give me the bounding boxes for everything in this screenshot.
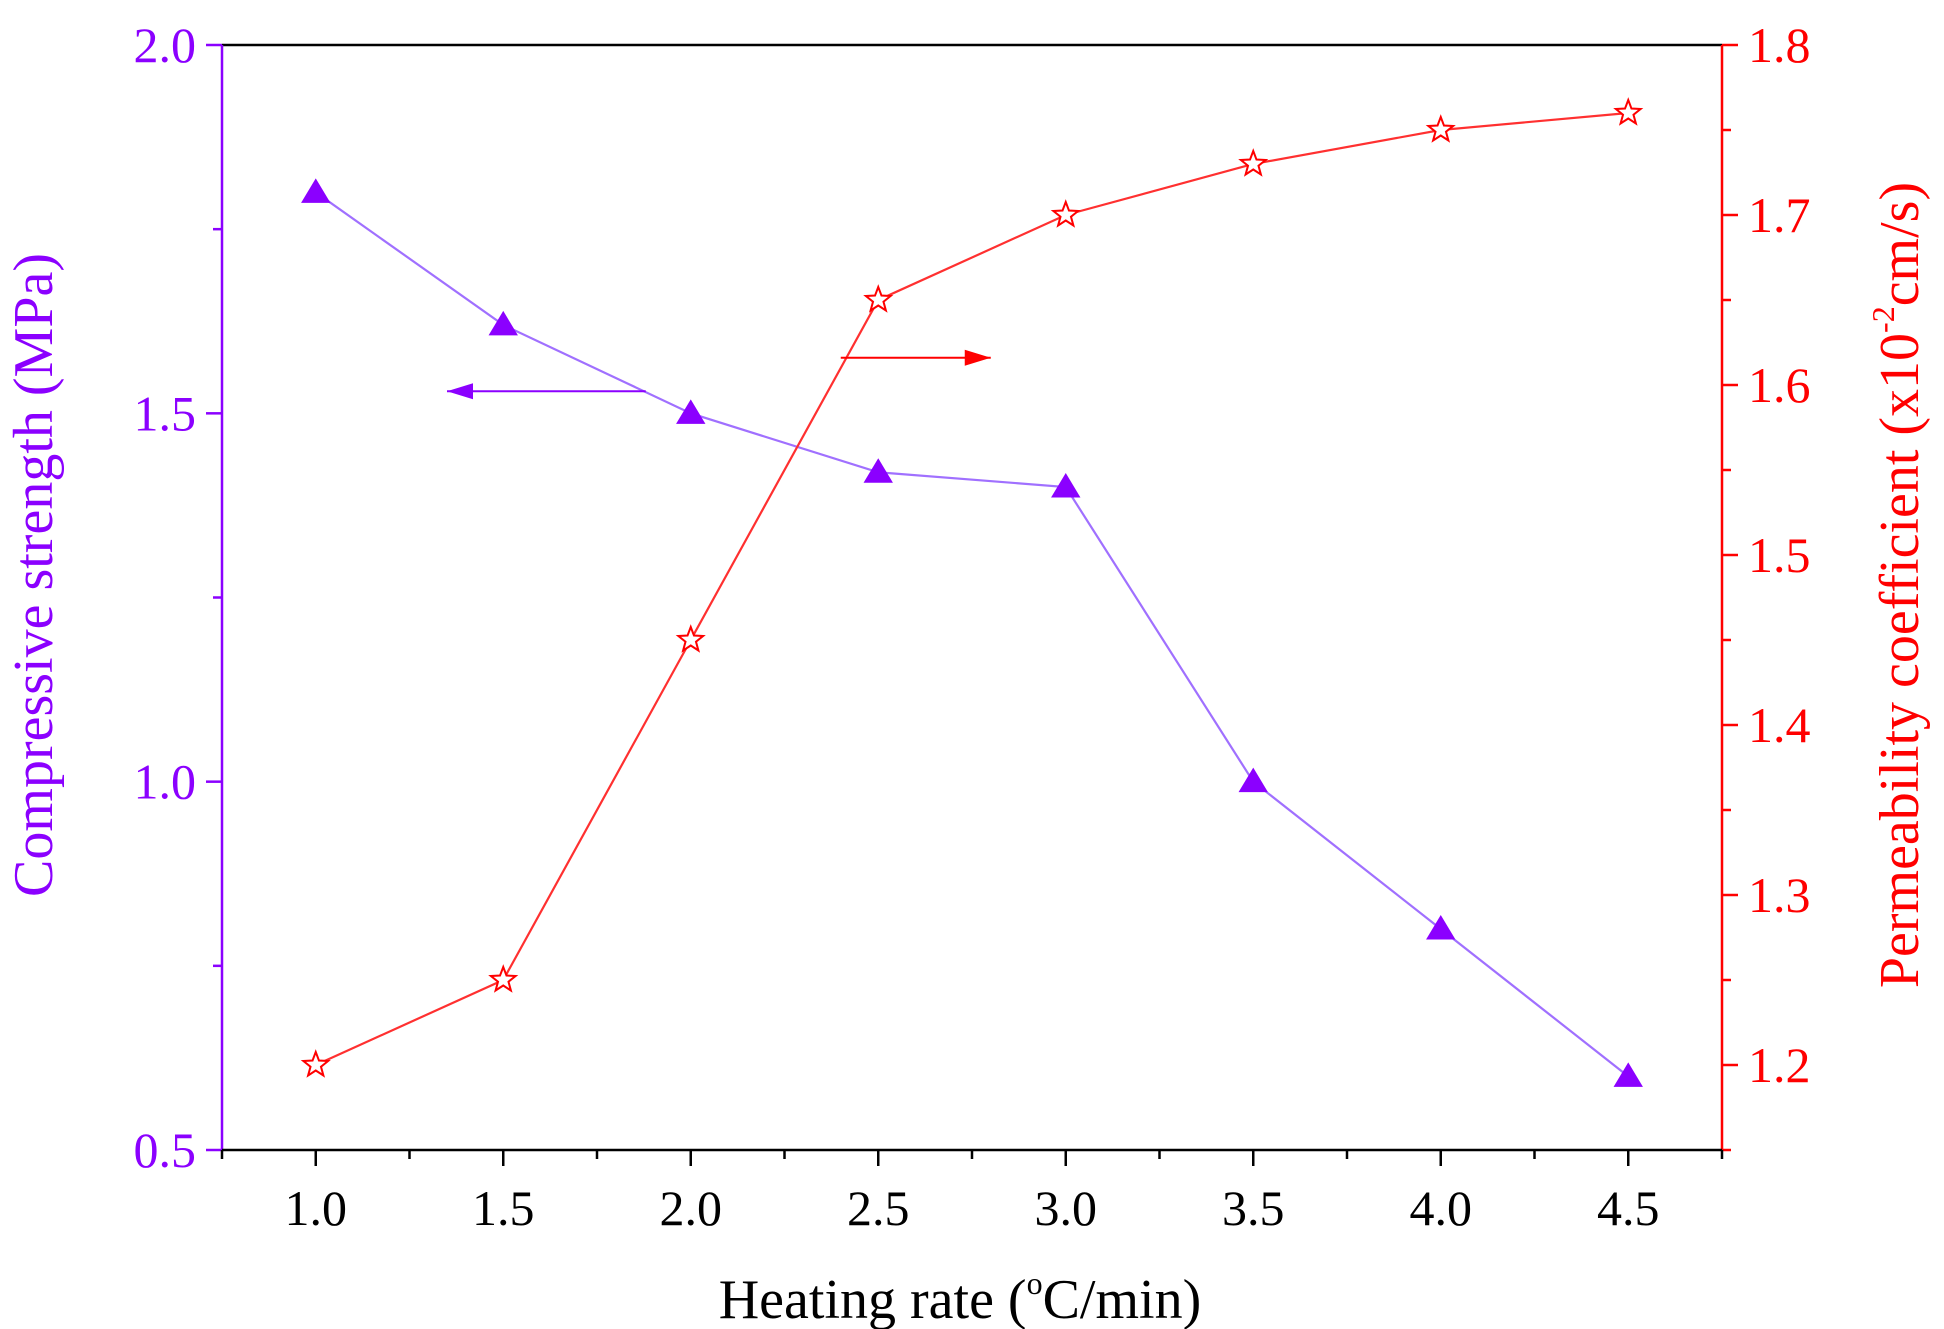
data-point-triangle (676, 399, 706, 424)
x-tick-label: 2.0 (660, 1180, 723, 1236)
left-tick-label: 1.5 (134, 385, 197, 441)
right-tick-label: 1.6 (1748, 357, 1811, 413)
left-y-axis-title: Compressive strength (MPa) (3, 253, 65, 897)
right-tick-label: 1.7 (1748, 187, 1811, 243)
right-tick-label: 1.3 (1748, 867, 1811, 923)
right-y-axis-title: Permeability coefficient (x10-2cm/s) (1865, 182, 1931, 988)
right-y-axis-title-sup: -2 (1865, 306, 1901, 333)
data-point-triangle (1238, 767, 1268, 793)
left-tick-label: 1.0 (134, 754, 197, 810)
left-tick-label: 2.0 (134, 17, 197, 73)
axis-pointer-arrow-left (447, 383, 646, 400)
right-y-axis-title-pre: Permeability coefficient (x10 (1869, 333, 1931, 988)
arrow-head (447, 383, 473, 400)
left-y-axis: 0.5 1.0 1.5 2.0 (134, 17, 224, 1178)
data-point-triangle (1426, 915, 1456, 940)
data-point-triangle (1613, 1062, 1643, 1087)
x-axis-title: Heating rate (oC/min) (719, 1265, 1202, 1329)
x-axis-title-post: C/min) (1043, 1269, 1202, 1329)
x-tick-label: 1.5 (472, 1180, 535, 1236)
left-tick-label: 0.5 (134, 1122, 197, 1178)
axis-pointer-arrow-right (840, 349, 991, 366)
data-point-star (1613, 97, 1644, 126)
data-point-star (488, 964, 519, 993)
data-point-triangle (863, 458, 893, 483)
x-tick-label: 3.0 (1035, 1180, 1098, 1236)
series-layer (300, 97, 1644, 1087)
data-point-star (675, 624, 706, 653)
x-tick-label: 1.0 (285, 1180, 348, 1236)
data-point-star (1238, 148, 1269, 177)
x-axis-title-sup: o (1027, 1265, 1043, 1301)
x-tick-label: 2.5 (847, 1180, 910, 1236)
data-point-star (863, 284, 894, 313)
right-tick-label: 1.5 (1748, 527, 1811, 583)
data-point-triangle (488, 310, 518, 336)
right-y-axis-title-post: cm/s) (1869, 182, 1931, 306)
right-tick-label: 1.2 (1748, 1037, 1811, 1093)
x-tick-label: 4.0 (1410, 1180, 1473, 1236)
data-point-triangle (1051, 473, 1081, 498)
series-right-axis (300, 97, 1644, 1078)
series-left-axis (301, 178, 1643, 1087)
annotation-layer (447, 349, 991, 400)
data-point-triangle (301, 178, 331, 203)
x-axis: 1.0 1.5 2.0 2.5 3.0 3.5 4.0 4.5 (220, 1148, 1724, 1236)
right-tick-label: 1.4 (1748, 697, 1811, 753)
series-line (315, 191, 1629, 1078)
x-tick-label: 4.5 (1597, 1180, 1660, 1236)
arrow-head (964, 349, 991, 366)
right-y-axis: 1.2 1.3 1.4 1.5 1.6 1.7 1.8 (1720, 17, 1811, 1152)
series-line (315, 111, 1629, 1067)
data-point-star (1425, 114, 1456, 143)
data-point-star (300, 1049, 331, 1078)
x-axis-title-pre: Heating rate ( (719, 1269, 1027, 1329)
data-point-star (1050, 199, 1081, 228)
x-tick-label: 3.5 (1222, 1180, 1285, 1236)
right-tick-label: 1.8 (1748, 17, 1811, 73)
